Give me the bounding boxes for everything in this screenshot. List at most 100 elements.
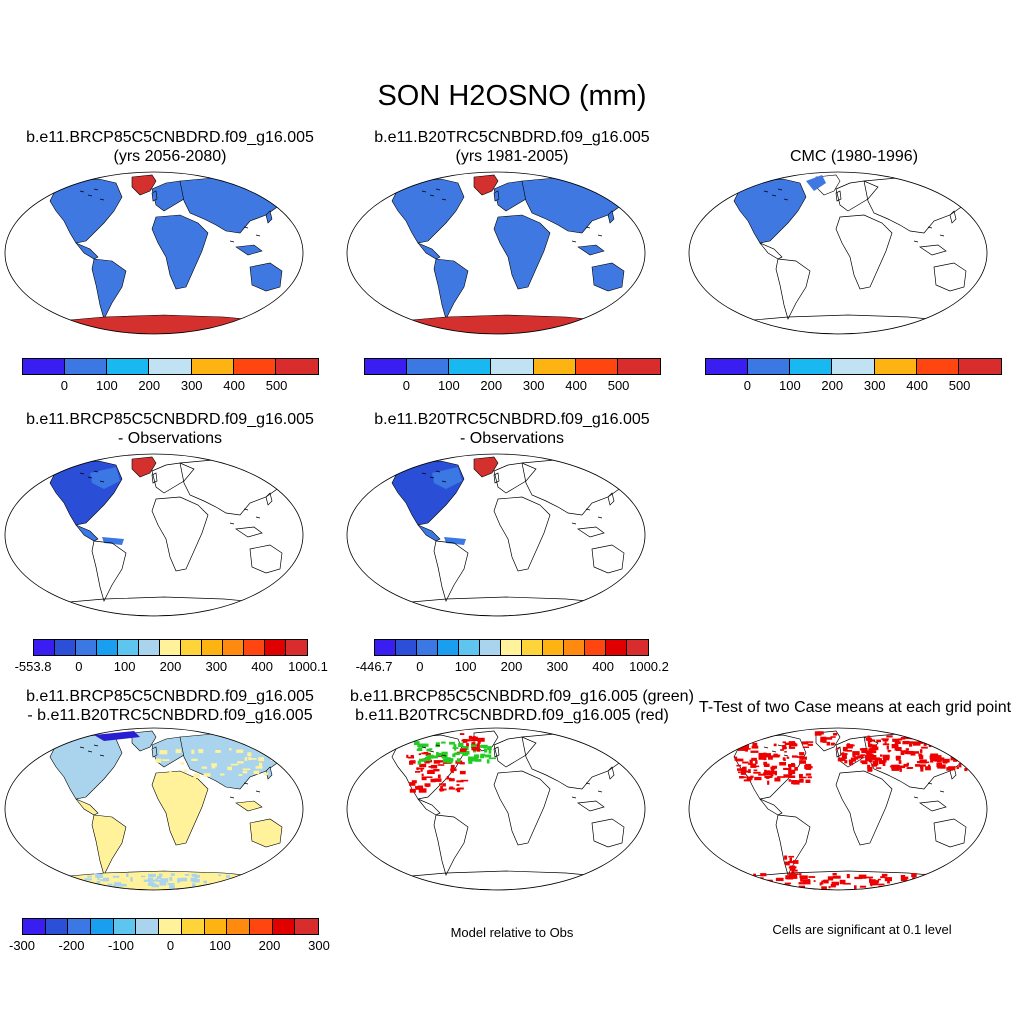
grid-cell xyxy=(438,752,445,756)
indo-land xyxy=(235,244,263,256)
grid-cell xyxy=(456,758,461,763)
grid-cell xyxy=(760,754,766,760)
colorbar-box xyxy=(139,640,160,655)
eu-outline xyxy=(151,462,195,494)
colorbar-box xyxy=(136,919,160,934)
colorbar-box xyxy=(181,919,205,934)
grid-cell xyxy=(964,760,969,764)
grid-cell xyxy=(229,748,232,751)
ca-outline xyxy=(759,242,783,260)
colorbar-box xyxy=(202,640,223,655)
panel-title-line1: b.e11.BRCP85C5CNBDRD.f09_g16.005 (green) xyxy=(350,688,694,705)
grid-cell xyxy=(860,754,865,756)
coast-detail xyxy=(229,522,235,525)
grid-cell xyxy=(70,877,76,882)
coast-detail xyxy=(571,240,577,243)
as-outline xyxy=(521,458,629,516)
grid-cell xyxy=(419,743,426,748)
grid-cell xyxy=(753,771,761,774)
grid-cell xyxy=(488,757,496,760)
na-outline xyxy=(391,734,465,800)
coast-detail xyxy=(783,754,789,757)
grid-cell xyxy=(868,750,877,754)
na-land xyxy=(49,734,123,800)
map-content xyxy=(733,174,971,334)
grid-cell xyxy=(919,755,924,760)
grid-cell xyxy=(169,770,172,773)
grid-cell xyxy=(468,760,473,764)
grid-cell xyxy=(886,735,893,738)
grid-cell xyxy=(754,776,762,781)
coast-detail xyxy=(435,470,441,473)
grid-cell xyxy=(952,742,960,745)
map-panel-p4 xyxy=(4,453,304,617)
grid-cell xyxy=(871,746,879,751)
grid-cell xyxy=(753,873,756,878)
green-land xyxy=(473,174,499,196)
colorbar-label: -300 xyxy=(8,938,36,953)
coast-detail xyxy=(243,226,249,229)
colorbar-box xyxy=(564,640,585,655)
grid-cell xyxy=(860,760,867,763)
grid-cell xyxy=(446,776,449,780)
grid-cell xyxy=(459,762,465,765)
grid-cell xyxy=(748,763,752,765)
colorbar-box xyxy=(617,359,660,374)
grid-cell xyxy=(416,767,425,770)
grid-cell xyxy=(895,755,901,760)
grid-cell xyxy=(446,758,453,764)
uk-outline xyxy=(835,746,842,758)
grid-cell xyxy=(452,753,456,758)
grid-cell xyxy=(848,759,856,762)
grid-cell xyxy=(940,764,946,769)
colorbar-box xyxy=(627,640,648,655)
coast-detail xyxy=(435,744,441,747)
grid-cell xyxy=(752,742,758,747)
coast-detail xyxy=(87,750,93,753)
green-land xyxy=(131,456,157,478)
grid-cell xyxy=(450,768,457,772)
grid-cell xyxy=(192,883,196,888)
grid-cell xyxy=(159,750,168,755)
grid-cell xyxy=(470,743,477,748)
colorbar-label: 200 xyxy=(480,378,503,393)
grid-cell xyxy=(958,739,963,743)
grid-cell xyxy=(471,756,479,762)
colorbar-label: -446.7 xyxy=(355,659,393,674)
grid-cell xyxy=(798,882,806,885)
grid-cell xyxy=(941,744,946,747)
grid-cell xyxy=(421,776,427,781)
grid-cell xyxy=(247,752,252,757)
grid-cell xyxy=(453,744,457,748)
grid-cell xyxy=(801,875,808,880)
grid-cell xyxy=(450,771,454,773)
map-panel-p2 xyxy=(346,171,646,335)
grid-cell xyxy=(916,761,922,764)
grid-cell xyxy=(177,877,182,882)
grid-cell xyxy=(822,879,828,883)
grid-cell xyxy=(828,886,831,889)
grid-cell xyxy=(203,880,207,884)
grid-cell xyxy=(908,885,915,888)
grid-cell xyxy=(918,753,923,757)
grid-cell xyxy=(426,776,433,778)
grid-cell xyxy=(923,741,927,746)
grid-cell xyxy=(198,749,204,753)
grid-cell xyxy=(913,751,919,754)
grid-cell xyxy=(900,750,905,755)
grid-cell xyxy=(744,770,751,773)
grid-cell xyxy=(919,882,925,885)
grid-cell xyxy=(782,745,787,750)
grid-cell xyxy=(905,748,909,751)
grid-cell xyxy=(799,755,804,758)
grid-cell xyxy=(245,883,252,887)
colorbar-box xyxy=(223,640,244,655)
grid-cell xyxy=(424,783,431,787)
grid-cell xyxy=(798,873,802,876)
colorbar-label: 300 xyxy=(205,659,228,674)
grid-cell xyxy=(770,772,774,777)
grid-cell xyxy=(114,882,122,887)
figure-title: SON H2OSNO (mm) xyxy=(377,80,647,112)
coast-detail xyxy=(255,790,261,793)
grid-cell xyxy=(444,757,451,760)
